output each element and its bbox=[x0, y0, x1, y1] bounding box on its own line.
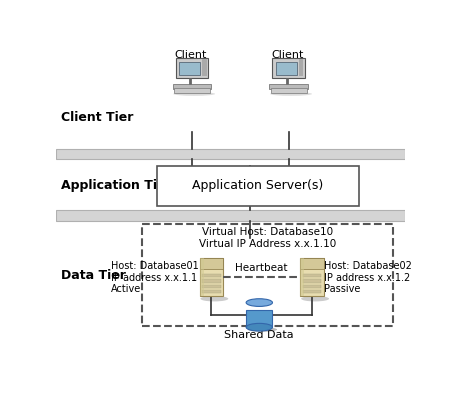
Bar bbox=[200, 258, 203, 297]
Bar bbox=[301, 258, 324, 297]
Bar bbox=[202, 290, 220, 293]
Text: Application Tier: Application Tier bbox=[61, 179, 171, 192]
Bar bbox=[303, 290, 321, 293]
Ellipse shape bbox=[173, 92, 215, 96]
Ellipse shape bbox=[301, 296, 329, 301]
Bar bbox=[202, 59, 207, 76]
Text: Host: Database01
IP address x.x.1.1
Active: Host: Database01 IP address x.x.1.1 Acti… bbox=[111, 261, 199, 294]
Text: Client: Client bbox=[271, 50, 303, 60]
Text: Shared Data: Shared Data bbox=[225, 330, 294, 340]
Bar bbox=[275, 62, 297, 75]
Bar bbox=[202, 285, 220, 288]
Bar bbox=[273, 58, 305, 78]
Bar bbox=[301, 258, 324, 269]
Bar bbox=[141, 224, 393, 326]
Text: Application Server(s): Application Server(s) bbox=[192, 179, 324, 192]
Bar bbox=[56, 149, 405, 159]
Bar bbox=[303, 280, 321, 282]
Ellipse shape bbox=[248, 327, 277, 332]
Bar bbox=[303, 274, 321, 277]
Bar bbox=[271, 88, 306, 93]
Text: Client Tier: Client Tier bbox=[61, 111, 133, 124]
Bar bbox=[172, 84, 211, 88]
Bar bbox=[301, 258, 304, 297]
Text: Host: Database02
IP address x.x.1.2
Passive: Host: Database02 IP address x.x.1.2 Pass… bbox=[324, 261, 412, 294]
Bar bbox=[174, 88, 210, 93]
Bar bbox=[303, 285, 321, 288]
Bar bbox=[299, 59, 303, 76]
Text: Heartbeat: Heartbeat bbox=[235, 263, 288, 273]
Ellipse shape bbox=[246, 299, 273, 306]
Bar bbox=[202, 274, 220, 277]
Bar bbox=[179, 62, 200, 75]
Bar bbox=[157, 166, 359, 206]
Bar bbox=[200, 258, 223, 297]
Bar bbox=[200, 258, 223, 269]
Text: Virtual Host: Database10
Virtual IP Address x.x.1.10: Virtual Host: Database10 Virtual IP Addr… bbox=[199, 227, 336, 249]
Bar bbox=[202, 280, 220, 282]
Text: Data Tier: Data Tier bbox=[61, 269, 126, 282]
Bar bbox=[246, 310, 273, 327]
Bar bbox=[270, 84, 308, 88]
Bar bbox=[56, 210, 405, 221]
Bar bbox=[176, 58, 208, 78]
Ellipse shape bbox=[246, 323, 273, 331]
Text: Client: Client bbox=[174, 50, 207, 60]
Ellipse shape bbox=[270, 92, 312, 96]
Ellipse shape bbox=[200, 296, 228, 301]
